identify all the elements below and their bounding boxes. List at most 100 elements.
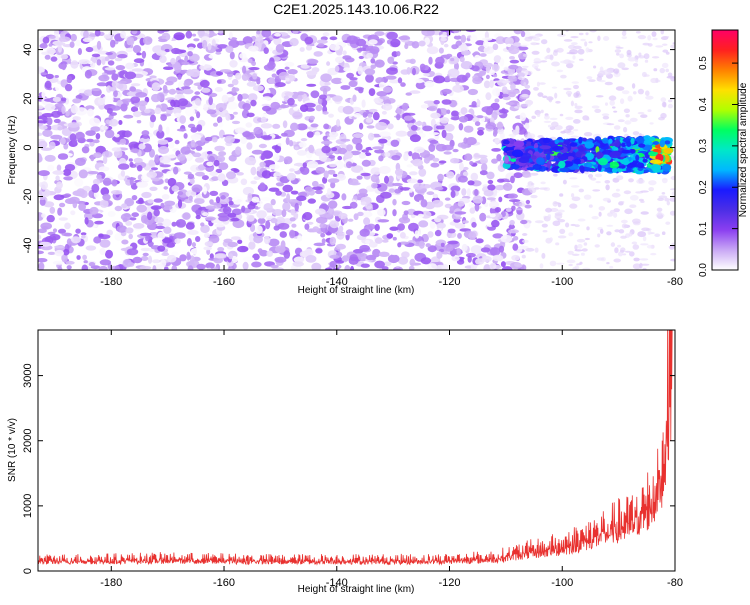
heatmap-cell [185,190,197,198]
heatmap-cell [91,53,101,58]
heatmap-cell [89,206,99,215]
heatmap-cell [85,130,96,137]
heatmap-cell [304,186,314,192]
heatmap-cell [223,238,233,243]
heatmap-cell [351,165,364,173]
heatmap-cell [308,144,315,154]
heatmap-cell [140,256,149,261]
heatmap-cell [425,243,431,248]
heatmap-cell [540,181,546,185]
heatmap-cell [577,48,585,55]
heatmap-cell [613,68,620,74]
heatmap-cell [263,64,275,71]
heatmap-cell [237,93,243,102]
heatmap-cell [242,36,253,45]
heatmap-cell [209,253,214,260]
heatmap-cell [349,182,361,186]
heatmap-cell [104,67,116,71]
heatmap-cell [329,236,337,246]
heatmap-cell [661,62,669,69]
heatmap-cell [604,180,611,184]
heatmap-cell [90,62,96,68]
heatmap-cell [205,205,216,210]
heatmap-cell [598,80,606,83]
heatmap-cell [341,193,347,201]
heatmap-cell [661,231,666,235]
heatmap-y-tick-label: 0 [22,144,34,150]
heatmap-cell [657,197,664,201]
heatmap-cell [120,170,126,177]
heatmap-cell [585,47,590,53]
heatmap-cell [621,223,628,229]
colorbar-gradient [712,30,738,270]
heatmap-cell [463,166,469,171]
heatmap-cell [217,173,226,182]
heatmap-cell [207,267,212,270]
heatmap-y-tick-label: 40 [22,43,34,55]
heatmap-cell [323,87,328,97]
heatmap-cell [40,181,48,190]
heatmap-cell [190,134,202,140]
heatmap-cell [231,120,241,125]
heatmap-cell [82,254,87,260]
heatmap-cell [91,183,100,193]
heatmap-cell [246,81,257,87]
heatmap-cell [536,157,545,165]
heatmap-cell [596,257,605,261]
heatmap-cell [290,209,295,216]
heatmap-cell [470,245,483,254]
heatmap-cell [86,138,95,143]
heatmap-cell [65,110,70,117]
heatmap-cell [108,86,117,92]
heatmap-cell [598,206,606,211]
heatmap-cell [558,155,569,161]
heatmap-cell [409,58,416,64]
heatmap-cell [321,140,333,145]
heatmap-cell [598,70,606,76]
heatmap-cell [183,80,191,88]
heatmap-cell [38,170,50,177]
heatmap-cell [41,51,50,55]
heatmap-cell [334,65,340,73]
heatmap-cell [54,245,65,249]
heatmap-cell [65,260,75,265]
heatmap-cell [475,238,484,244]
heatmap-cell [352,94,357,102]
heatmap-cell [69,41,75,48]
heatmap-cell [514,140,525,148]
heatmap-cell [513,172,523,179]
heatmap-cell [294,146,299,150]
heatmap-cell [616,52,620,56]
heatmap-cell [474,153,479,158]
heatmap-x-tick-label: -120 [438,276,460,288]
heatmap-cell [633,63,639,67]
heatmap-cell [405,92,412,96]
heatmap-cell [252,85,264,92]
heatmap-cell [158,38,168,43]
heatmap-cell [247,58,253,64]
heatmap-cell [292,111,303,120]
heatmap-cell [458,257,464,262]
snr-x-tick-label: -180 [100,577,122,589]
heatmap-cell [596,76,602,82]
heatmap-cell [282,184,294,193]
heatmap-cell [143,36,153,45]
heatmap-cell [509,140,514,145]
heatmap-cell [604,81,613,86]
heatmap-cell [418,240,425,249]
heatmap-cell [87,108,94,117]
heatmap-cell [38,120,48,124]
heatmap-cell [418,168,427,177]
heatmap-cell [563,139,570,145]
heatmap-cell [474,54,481,62]
heatmap-cell [306,83,317,87]
heatmap-cell [654,233,661,237]
heatmap-cell [470,34,478,43]
heatmap-cell [579,165,585,173]
heatmap-cell [350,265,355,270]
heatmap-cell [260,135,273,140]
heatmap-cell [417,213,424,218]
heatmap-cell [290,122,299,131]
heatmap-cell [163,186,169,190]
heatmap-cell [471,101,477,108]
